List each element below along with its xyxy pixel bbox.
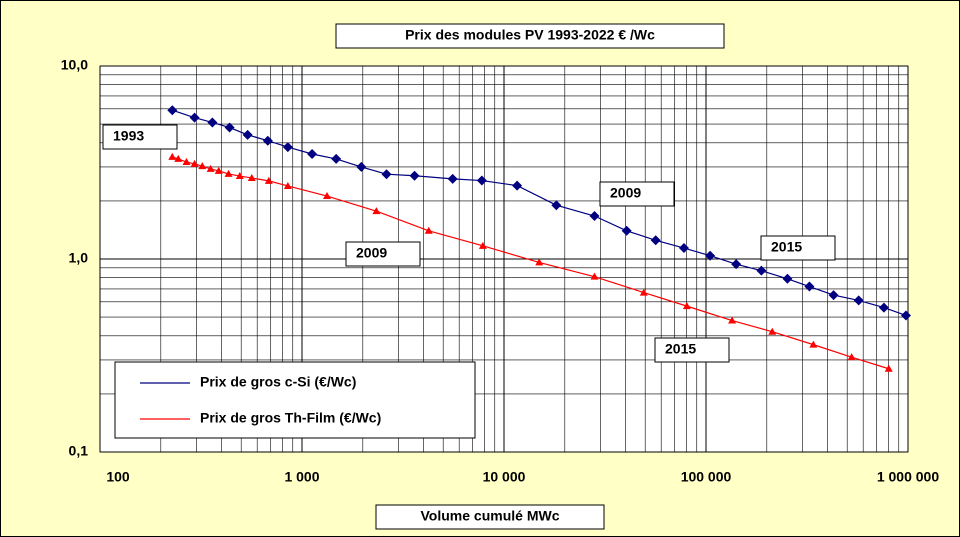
point	[167, 105, 178, 116]
point	[372, 207, 381, 215]
point	[307, 148, 318, 159]
x-axis-label: Volume cumulé MWc	[421, 508, 560, 524]
point	[174, 154, 183, 162]
annotation: 2015	[665, 341, 696, 357]
point	[678, 243, 689, 254]
annotation-box	[102, 124, 178, 150]
point	[512, 180, 523, 191]
point	[206, 164, 215, 172]
point	[242, 129, 253, 140]
legend	[114, 361, 476, 439]
x-tick-label: 10 000	[483, 469, 526, 485]
point	[828, 290, 839, 301]
point	[168, 152, 177, 160]
point	[331, 153, 342, 164]
legend-label: Prix de gros Th-Film (€/Wc)	[200, 410, 381, 426]
point	[283, 181, 292, 189]
point	[768, 327, 777, 335]
point	[235, 172, 244, 180]
point	[381, 169, 392, 180]
y-tick-label: 1,0	[69, 250, 89, 266]
x-tick-label: 1 000 000	[877, 469, 939, 485]
point	[224, 169, 233, 177]
point	[207, 117, 218, 128]
y-tick-label: 0,1	[69, 443, 89, 459]
point	[884, 364, 893, 372]
y-tick-label: 10,0	[61, 57, 88, 73]
point	[853, 295, 864, 306]
point	[190, 159, 199, 167]
annotation-box	[760, 235, 836, 261]
point	[639, 288, 648, 296]
point	[878, 302, 889, 313]
point	[590, 272, 599, 280]
annotation: 1993	[113, 128, 144, 144]
grid	[99, 65, 909, 453]
x-tick-label: 100	[106, 469, 130, 485]
point	[804, 281, 815, 292]
legend-label: Prix de gros c-Si (€/Wc)	[200, 374, 356, 390]
x-tick-label: 1 000	[284, 469, 319, 485]
point	[247, 173, 256, 181]
point	[589, 211, 600, 222]
x-label-box	[375, 504, 605, 530]
point	[478, 241, 487, 249]
annotation-box	[599, 181, 675, 207]
point	[705, 250, 716, 261]
point	[198, 162, 207, 170]
point	[535, 258, 544, 266]
point	[731, 259, 742, 270]
point	[356, 161, 367, 172]
point	[847, 353, 856, 361]
point	[262, 135, 273, 146]
point	[621, 225, 632, 236]
point	[728, 316, 737, 324]
point	[189, 112, 200, 123]
annotation: 2009	[610, 185, 641, 201]
point	[282, 142, 293, 153]
point	[551, 200, 562, 211]
point	[809, 340, 818, 348]
x-tick-label: 100 000	[681, 469, 732, 485]
point	[782, 273, 793, 284]
point	[214, 166, 223, 174]
point	[264, 176, 273, 184]
point	[476, 175, 487, 186]
point	[650, 235, 661, 246]
annotation-box	[345, 241, 421, 267]
point	[182, 158, 191, 166]
annotation: 2015	[771, 239, 802, 255]
point	[323, 192, 332, 200]
annotation-box	[654, 337, 730, 363]
point	[682, 302, 691, 310]
marks	[160, 105, 911, 422]
point	[756, 265, 767, 276]
chart-title: Prix des modules PV 1993-2022 € /Wc	[405, 27, 655, 43]
title-box	[335, 23, 725, 49]
point	[424, 226, 433, 234]
point	[224, 122, 235, 133]
point	[900, 310, 911, 321]
point	[409, 170, 420, 181]
point	[447, 173, 458, 184]
annotation: 2009	[356, 245, 387, 261]
